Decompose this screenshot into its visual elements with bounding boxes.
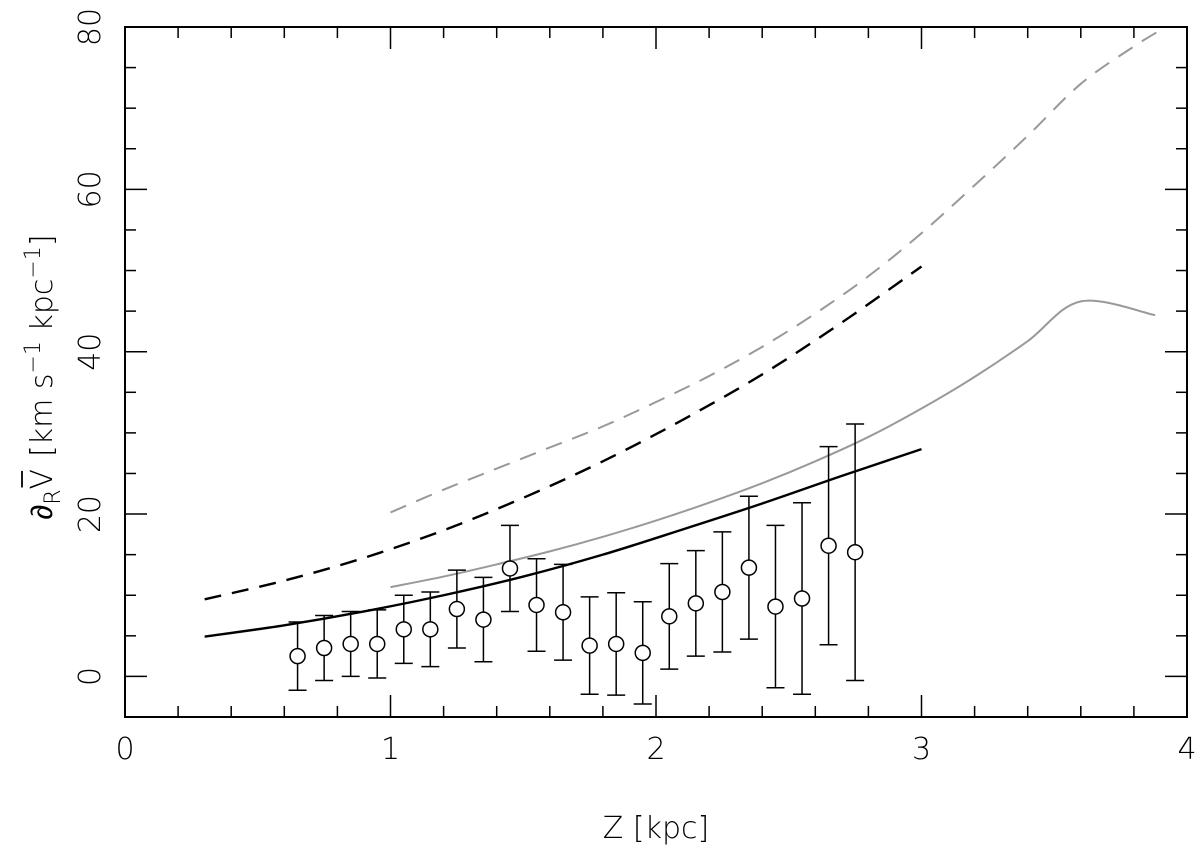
y-tick-label: 0: [73, 667, 108, 686]
data-point: [766, 524, 785, 689]
data-point: [633, 600, 652, 705]
point-marker: [661, 608, 678, 625]
point-marker: [687, 595, 705, 612]
x-tick-label: 0: [115, 732, 134, 767]
series-4-curve: [204, 265, 923, 601]
data-point: [660, 562, 679, 670]
data-point: [474, 576, 493, 663]
point-marker: [581, 637, 598, 654]
point-marker: [528, 596, 545, 614]
data-point: [686, 549, 705, 657]
y-axis-label-unit-mid: kpc: [25, 279, 60, 341]
x-axis-label: Z [kpc]: [603, 811, 709, 846]
data-point: [607, 592, 626, 696]
point-marker: [607, 635, 625, 653]
y-tick-label: 60: [73, 170, 108, 208]
point-marker: [793, 590, 811, 607]
data-point: [500, 524, 519, 613]
y-axis-label-unit-open: [km s: [25, 373, 60, 456]
data-point: [739, 495, 758, 640]
data-point: [554, 563, 573, 661]
x-tick-label: 1: [381, 732, 400, 767]
point-marker: [289, 647, 306, 665]
data-point: [713, 531, 732, 653]
x-tick-label: 2: [646, 732, 665, 767]
point-marker: [422, 621, 439, 638]
data-point: [315, 614, 334, 682]
points-layer: [288, 423, 865, 705]
data-point: [394, 594, 413, 665]
point-marker: [820, 537, 837, 554]
point-marker: [475, 611, 492, 628]
x-tick-label: 3: [912, 732, 931, 767]
point-marker: [846, 543, 864, 561]
y-axis-label-subscript: R: [41, 489, 66, 504]
data-point: [368, 609, 387, 679]
point-marker: [767, 598, 784, 615]
data-point: [421, 591, 440, 668]
y-axis-label-variable: V: [25, 469, 60, 490]
data-point: [846, 423, 865, 682]
series-1-curve: [390, 299, 1156, 589]
ticks-layer: [124, 26, 1188, 718]
y-axis-label-exp2: −1: [21, 246, 46, 278]
y-axis-label-exp1: −1: [21, 341, 46, 373]
y-tick-label: 80: [73, 8, 108, 46]
y-axis-label: ∂RV[km s−1 kpc−1]: [21, 234, 66, 519]
data-point: [580, 596, 599, 696]
y-tick-label: 40: [73, 333, 108, 371]
data-point: [819, 445, 838, 646]
data-point: [288, 621, 307, 691]
data-point: [341, 610, 360, 678]
point-marker: [501, 560, 519, 577]
curves-layer: [204, 27, 1167, 638]
point-marker: [395, 621, 413, 638]
point-marker: [368, 635, 386, 653]
x-tick-label: 4: [1177, 732, 1196, 767]
point-marker: [634, 644, 651, 662]
point-marker: [554, 604, 572, 621]
point-marker: [342, 635, 359, 653]
y-axis-label-unit-close: ]: [25, 234, 60, 246]
point-marker: [714, 583, 731, 601]
y-tick-label: 20: [73, 495, 108, 533]
point-marker: [315, 639, 333, 657]
point-marker: [740, 559, 758, 576]
point-marker: [448, 600, 466, 618]
series-2-curve: [390, 27, 1167, 514]
data-point: [527, 557, 546, 652]
data-point: [793, 501, 812, 696]
y-axis-label-symbol: ∂: [25, 505, 60, 520]
plot-frame: [124, 26, 1188, 718]
data-point: [447, 569, 466, 649]
